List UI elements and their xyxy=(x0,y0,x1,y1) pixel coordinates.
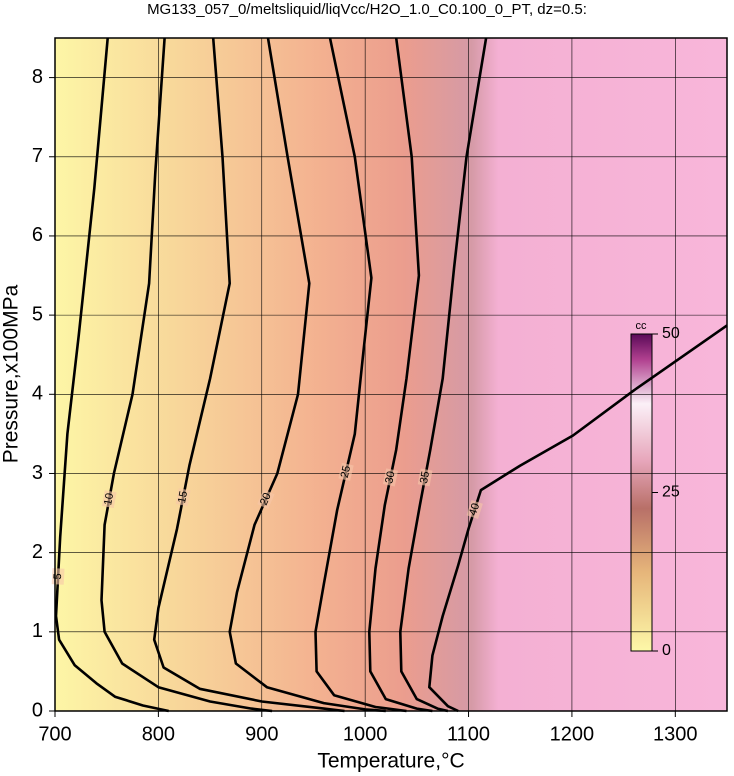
contour-label-bg xyxy=(175,488,191,507)
contour-label: 15 xyxy=(176,490,190,504)
y-tick-label: 0 xyxy=(32,699,43,721)
x-tick-label: 1200 xyxy=(550,723,595,745)
contour-label: 30 xyxy=(383,470,397,484)
y-axis-label: Pressure,x100MPa xyxy=(0,284,23,463)
contour-label-bg xyxy=(338,462,354,482)
plot-frame xyxy=(54,37,728,712)
contour-line xyxy=(368,37,433,713)
colorbar-tick-label: 25 xyxy=(662,484,680,501)
contour-line xyxy=(152,37,345,713)
y-tick-label: 2 xyxy=(32,541,43,563)
colorbar xyxy=(630,333,653,652)
contour-label: 20 xyxy=(258,491,274,507)
contour-label-bg xyxy=(466,500,483,519)
colorbar-label: cc xyxy=(636,320,648,332)
y-tick-label: 8 xyxy=(32,66,43,88)
contour-line xyxy=(428,324,728,713)
contour-label-bg xyxy=(382,468,398,487)
x-tick-label: 900 xyxy=(245,723,278,745)
y-tick-label: 5 xyxy=(32,303,43,325)
colorbar-tick-label: 0 xyxy=(662,642,671,659)
y-tick-label: 4 xyxy=(32,383,43,405)
contour-label: 5 xyxy=(52,573,64,580)
x-tick-label: 800 xyxy=(142,723,175,745)
contour-label: 25 xyxy=(339,465,353,480)
colorbar-tick-label: 50 xyxy=(662,325,680,342)
contour-label-bg xyxy=(417,468,433,487)
x-tick-label: 700 xyxy=(38,723,71,745)
y-tick-label: 1 xyxy=(32,620,43,642)
plot-background xyxy=(55,38,727,711)
contour-line xyxy=(399,37,488,713)
contour-line xyxy=(228,37,386,713)
x-tick-label: 1000 xyxy=(343,723,388,745)
contour-label-bg xyxy=(257,489,275,509)
contour-label: 10 xyxy=(102,492,116,506)
contour-label: 40 xyxy=(467,502,482,517)
y-tick-label: 6 xyxy=(32,224,43,246)
contour-label-bg xyxy=(101,490,117,509)
contour-line xyxy=(314,37,407,713)
contour-label: 35 xyxy=(418,470,432,484)
y-tick-label: 3 xyxy=(32,462,43,484)
chart-title: MG133_057_0/meltsliquid/liqVcc/H2O_1.0_C… xyxy=(147,1,587,18)
y-tick-label: 7 xyxy=(32,145,43,167)
contour-line xyxy=(100,37,273,713)
x-tick-label: 1100 xyxy=(447,723,490,745)
contour-line xyxy=(54,37,169,713)
x-tick-label: 1300 xyxy=(653,723,698,745)
x-axis-label: Temperature,°C xyxy=(317,750,464,773)
